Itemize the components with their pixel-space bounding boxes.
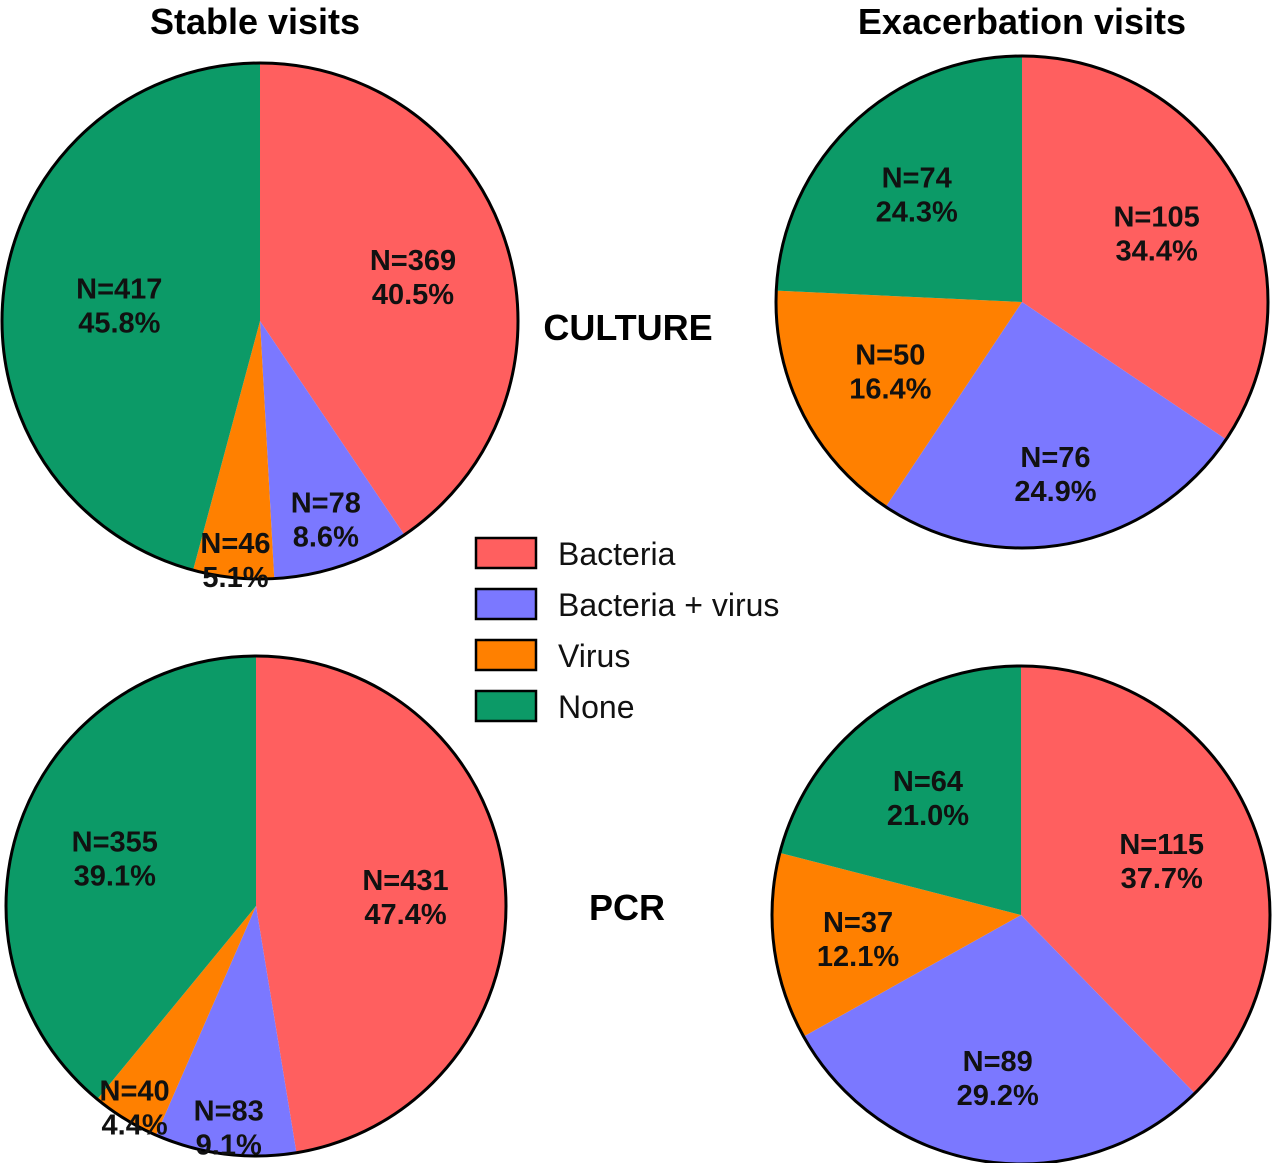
slice-count-label: N=40 [100,1075,170,1107]
row-label-culture: CULTURE [543,307,712,348]
pie-slice-bacteria-virus [803,915,1195,1163]
slice-count-label: N=37 [823,907,893,939]
slice-percent-label: 16.4% [849,374,931,406]
pie-slice-none [5,656,257,1100]
pie-slice-bacteria [256,656,506,1153]
pie-outline [4,654,508,1158]
slice-percent-label: 4.4% [102,1109,168,1141]
column-title-stable: Stable visits [150,1,360,42]
legend-swatch-bacteria [474,536,538,570]
pie-slice-bacteria [260,63,519,535]
pie-slice-none [2,63,261,571]
slice-percent-label: 8.6% [293,522,359,554]
legend-swatch-bacteria-virus [474,587,538,621]
pie-outline [770,664,1272,1163]
pie-slice-none [779,666,1021,915]
slice-percent-label: 9.1% [196,1129,262,1161]
slice-percent-label: 39.1% [74,860,156,892]
slice-percent-label: 5.1% [202,562,268,594]
slice-percent-label: 37.7% [1121,863,1203,895]
pie-slice-none [776,56,1022,302]
slice-count-label: N=78 [291,488,361,520]
pie-slice-virus [97,906,257,1136]
slice-count-label: N=431 [362,865,448,897]
pie-slice-bacteria-virus [260,321,405,579]
slice-count-label: N=50 [855,340,925,372]
legend: Bacteria Bacteria + virus Virus None [474,536,779,725]
pie-slice-bacteria [1021,666,1270,1094]
pie-slice-bacteria [1022,56,1269,440]
pie-slice-bacteria-virus [156,906,297,1156]
slice-count-label: N=89 [963,1046,1033,1078]
slice-count-label: N=76 [1020,442,1090,474]
slice-percent-label: 40.5% [372,279,454,311]
slice-percent-label: 24.9% [1014,476,1096,508]
legend-label-bacteria: Bacteria [558,536,676,572]
pie-outline [0,61,520,581]
row-label-pcr: PCR [589,887,665,928]
slice-count-label: N=83 [194,1095,264,1127]
slice-count-label: N=64 [893,766,963,798]
slice-percent-label: 47.4% [364,899,446,931]
slice-count-label: N=46 [200,528,270,560]
pie-outline [774,54,1270,550]
slice-percent-label: 12.1% [817,941,899,973]
legend-label-virus: Virus [558,638,630,674]
legend-swatch-virus [474,638,538,672]
column-title-exacerbation: Exacerbation visits [858,1,1186,42]
pie-slice-virus [776,290,1022,507]
slice-count-label: N=115 [1119,829,1204,861]
slice-count-label: N=369 [370,245,456,277]
slice-percent-label: 34.4% [1116,235,1198,267]
slice-count-label: N=417 [76,273,162,305]
slice-percent-label: 29.2% [957,1080,1039,1112]
pie-slice-bacteria-virus [885,302,1227,548]
slice-count-label: N=105 [1113,201,1199,233]
slice-percent-label: 45.8% [78,307,160,339]
slice-percent-label: 21.0% [887,800,969,832]
legend-label-none: None [558,689,635,725]
pie-slice-virus [193,321,275,579]
pie-slice-virus [771,852,1021,1037]
slice-count-label: N=355 [72,826,158,858]
slice-count-label: N=74 [882,163,952,195]
slice-percent-label: 24.3% [876,197,958,229]
legend-label-bacteria-virus: Bacteria + virus [558,587,779,623]
legend-swatch-none [474,689,538,723]
